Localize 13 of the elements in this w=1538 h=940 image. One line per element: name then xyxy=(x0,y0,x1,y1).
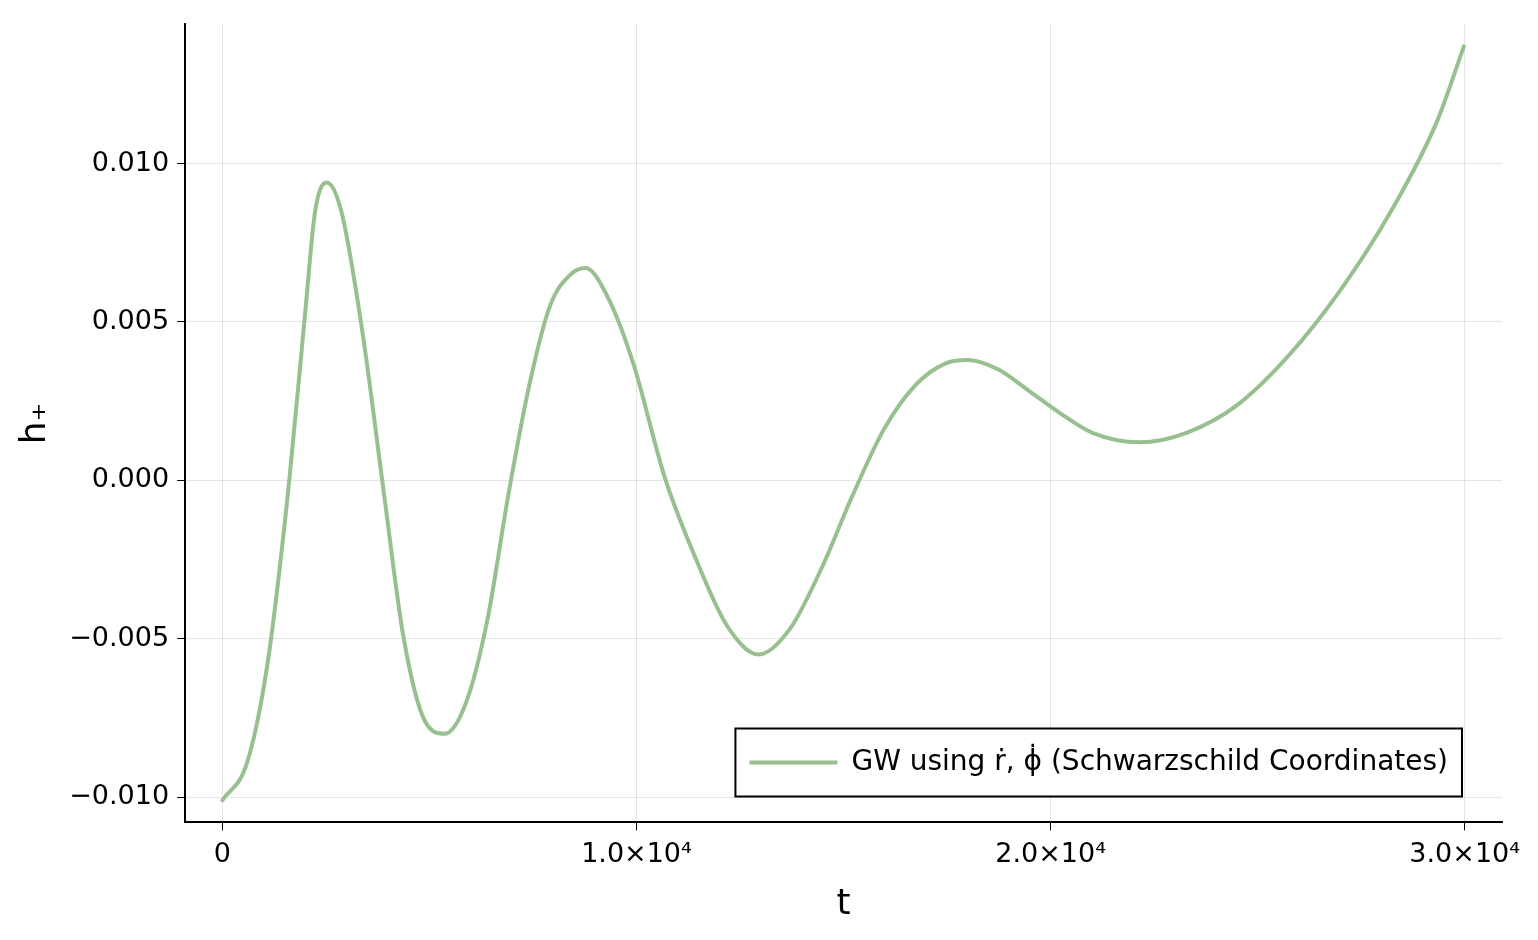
legend-label: GW using ṙ, ϕ̇ (Schwarzschild Coordinates) xyxy=(851,742,1449,777)
y-tick-label: 0.000 xyxy=(91,462,170,494)
line-series xyxy=(220,44,1466,803)
x-axis-title: t xyxy=(836,880,851,922)
y-tick-label: 0.010 xyxy=(91,145,170,177)
y-tick-label: 0.005 xyxy=(91,303,170,335)
x-tick-label: 2.0×10⁴ xyxy=(995,836,1106,868)
x-tick-label: 3.0×10⁴ xyxy=(1409,836,1521,868)
y-tick-label: −0.005 xyxy=(69,620,170,652)
x-tick-label: 1.0×10⁴ xyxy=(581,836,692,868)
y-tick-label: −0.010 xyxy=(69,779,170,811)
y-axis-title: h₊ xyxy=(11,402,53,445)
x-tick-label: 0 xyxy=(213,836,231,868)
